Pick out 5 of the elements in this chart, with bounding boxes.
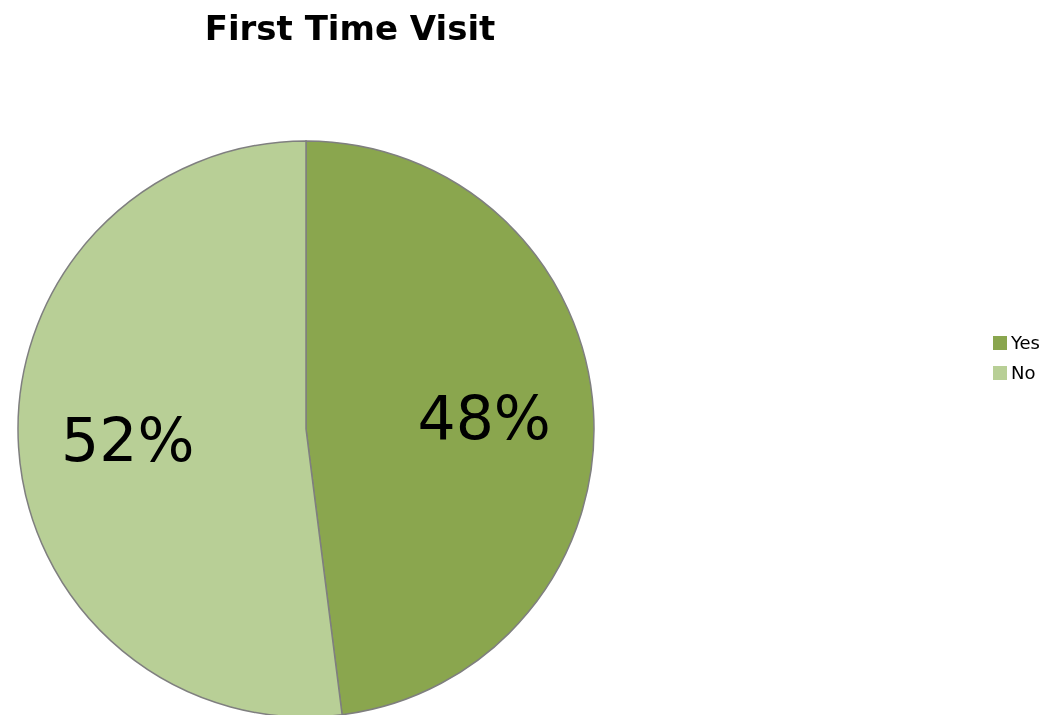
data-label: 48%	[417, 382, 551, 453]
legend-label: Yes	[1010, 332, 1040, 353]
legend-label: No	[1010, 362, 1036, 383]
chart-title: First Time Visit	[203, 8, 497, 48]
data-label: 52%	[61, 405, 195, 476]
